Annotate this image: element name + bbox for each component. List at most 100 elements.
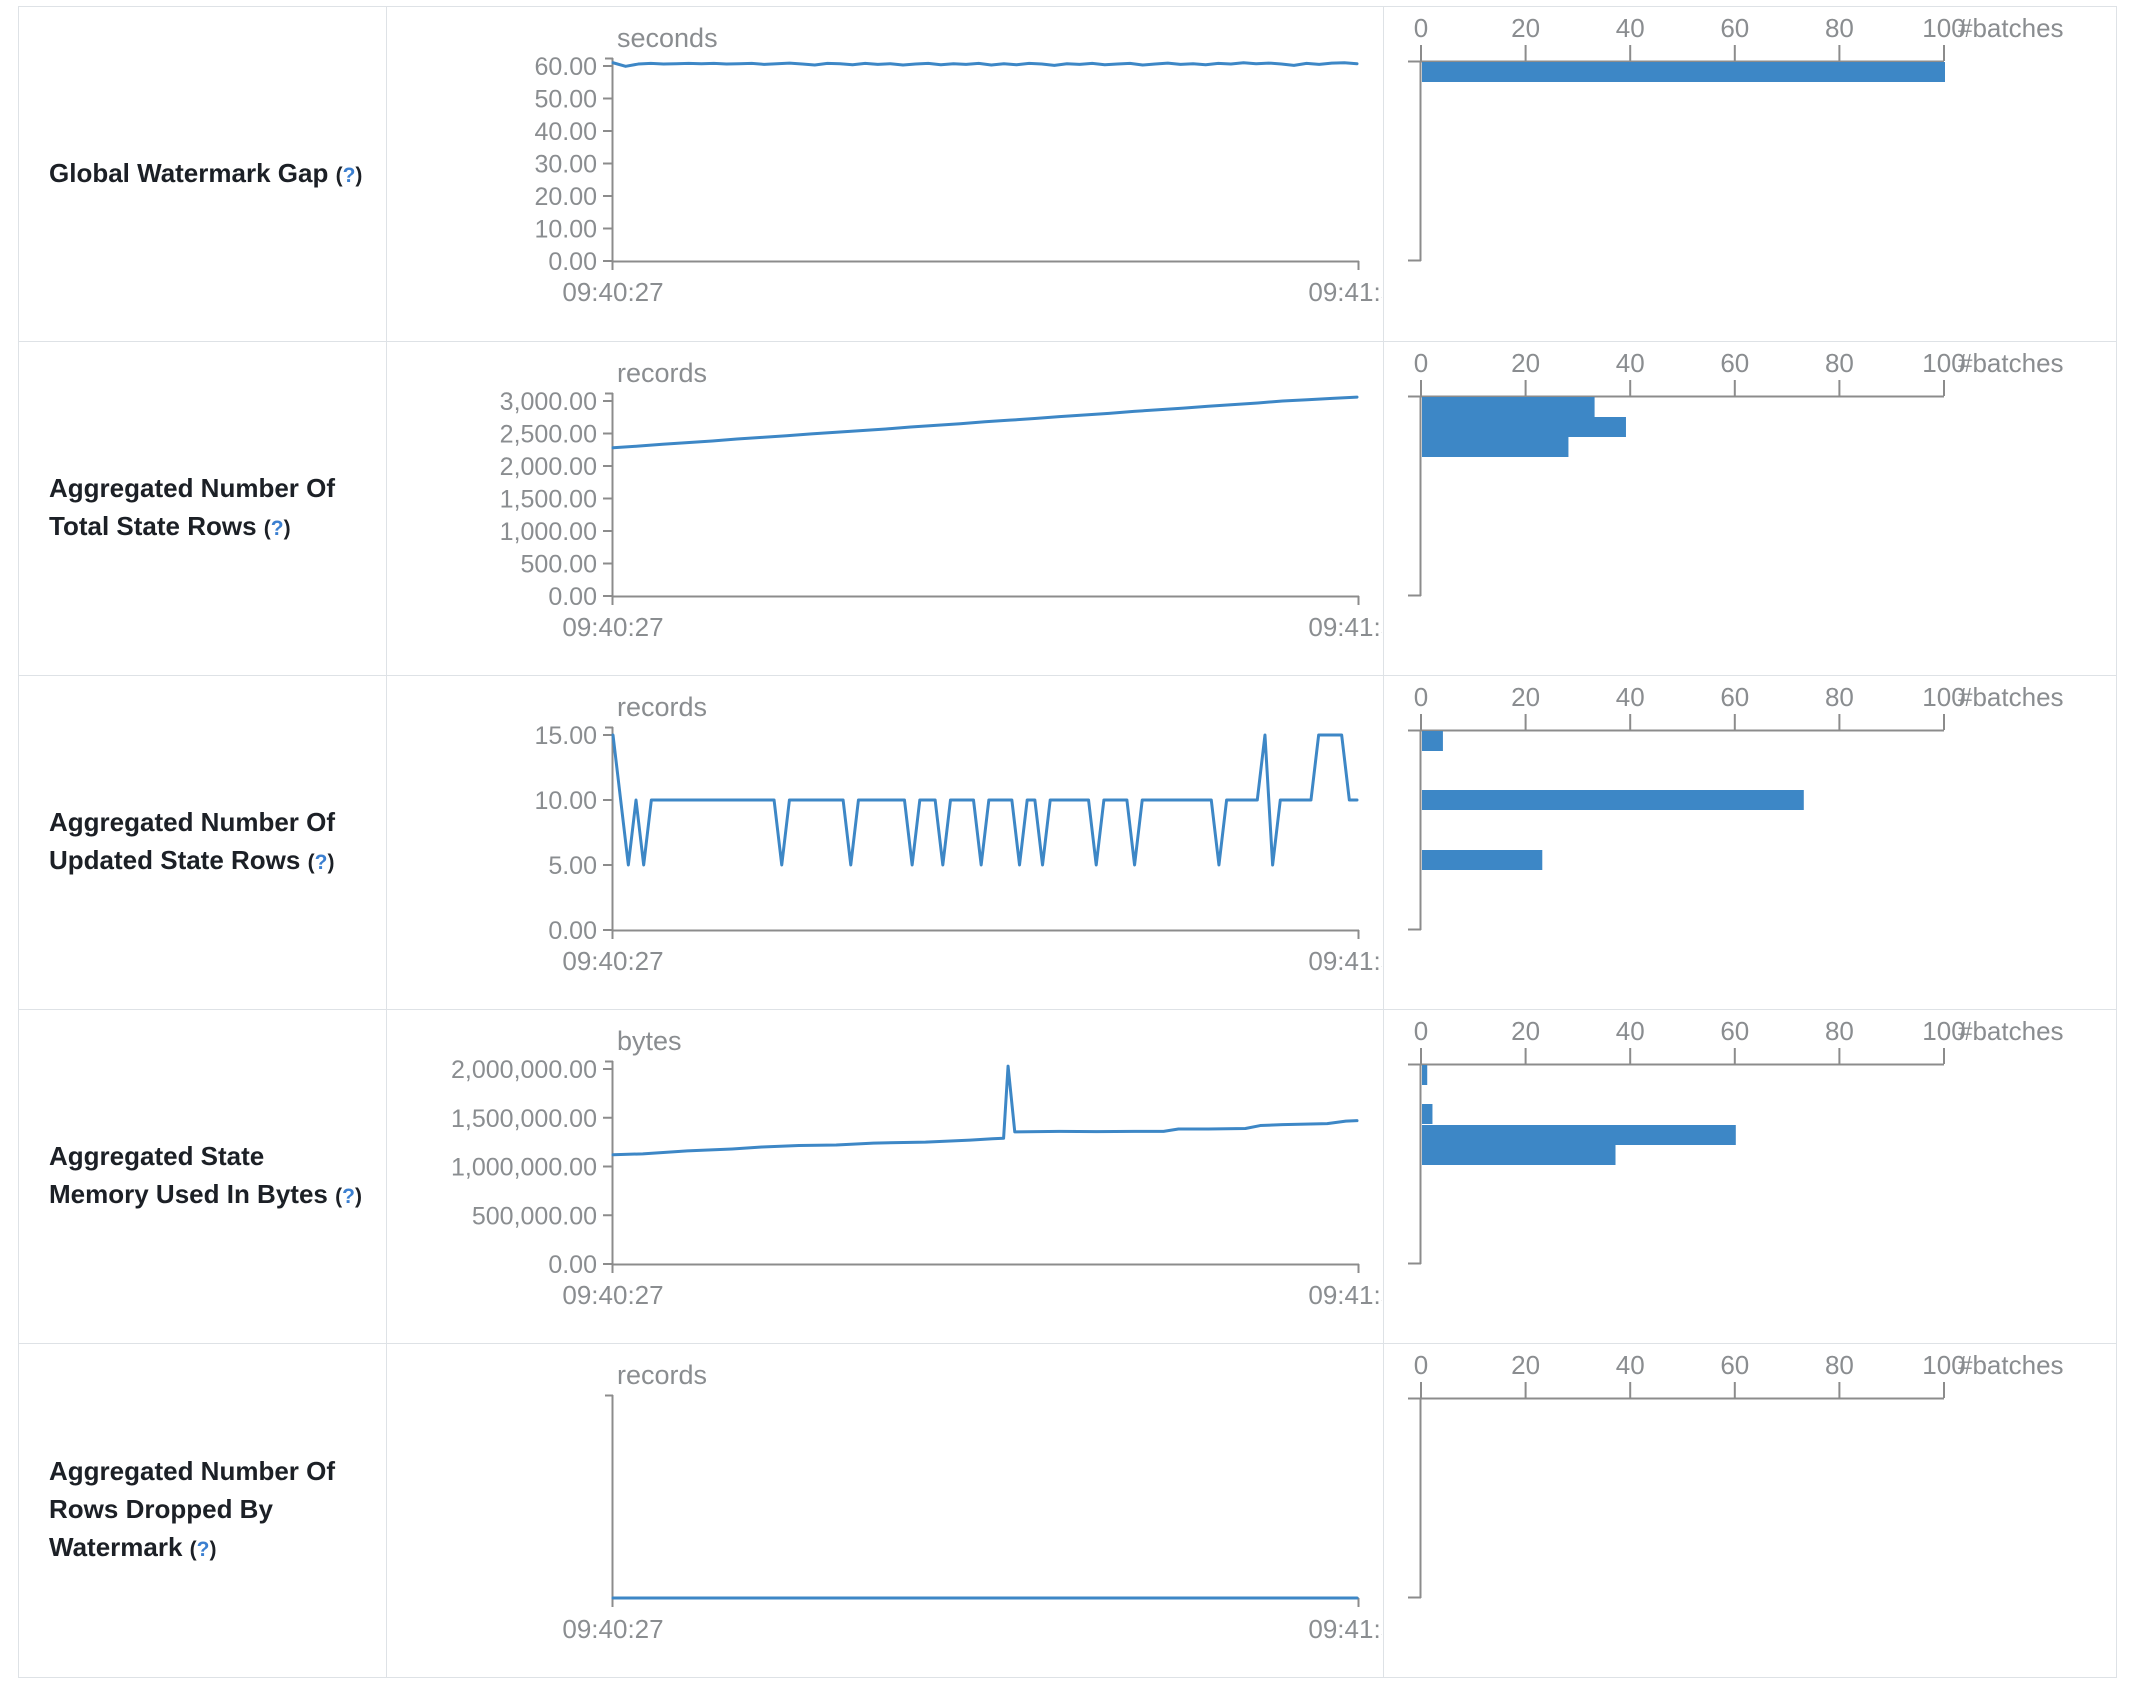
timeline-chart-cell: records 09:40:27 09:41:56 [387, 1344, 1384, 1677]
streaming-metrics-table: Global Watermark Gap (?) seconds 60.00 50.… [18, 6, 2117, 1678]
y-tick-label: 2,000,000.00 [451, 1056, 597, 1084]
help-tooltip-link[interactable]: (?) [264, 517, 291, 540]
timeline-unit-label: records [617, 692, 707, 722]
metric-row: Aggregated Number Of Total State Rows (?… [19, 341, 2116, 675]
help-tooltip-link[interactable]: (?) [336, 164, 363, 187]
hist-axis-unit-label: #batches [1958, 1350, 2064, 1380]
help-paren-open: ( [189, 1538, 197, 1561]
hist-tick-label: 60 [1720, 13, 1749, 43]
help-paren-open: ( [263, 517, 271, 540]
y-tick-label: 20.00 [534, 183, 597, 211]
help-question-icon: ? [314, 851, 328, 874]
histogram-chart-cell: 0 20 40 60 80 100 #batches [1384, 676, 2116, 1009]
hist-tick-label: 40 [1616, 1350, 1645, 1380]
y-tick-label: 40.00 [534, 118, 597, 146]
histogram-axis [1408, 1063, 1944, 1265]
hist-tick-label: 100 [1922, 1350, 1965, 1380]
histogram-chart-cell: 0 20 40 60 80 100 #batches [1384, 342, 2116, 675]
hist-bar [1422, 1145, 1616, 1165]
help-paren-open: ( [307, 851, 315, 874]
help-paren-close: ) [354, 1185, 362, 1208]
x-end-label: 09:41:56 [1308, 1614, 1382, 1644]
x-end-label: 09:41:56 [1308, 612, 1382, 642]
hist-tick-label: 20 [1511, 682, 1540, 712]
help-tooltip-link[interactable]: (?) [190, 1538, 217, 1561]
hist-tick-label: 0 [1414, 1350, 1428, 1380]
hist-tick-label: 40 [1616, 682, 1645, 712]
y-tick-label: 0.00 [548, 583, 597, 611]
y-tick-label: 60.00 [534, 53, 597, 81]
y-tick-label: 0.00 [548, 1251, 597, 1279]
histogram-axis [1408, 729, 1944, 931]
metric-label: Aggregated Number Of Total State Rows [49, 473, 336, 541]
x-start-label: 09:40:27 [562, 1614, 663, 1644]
metric-row: Aggregated State Memory Used In Bytes (?… [19, 1009, 2116, 1343]
hist-bar [1422, 397, 1595, 417]
hist-tick-label: 100 [1922, 1016, 1965, 1046]
hist-tick-label: 80 [1825, 1016, 1854, 1046]
y-tick-label: 2,000.00 [500, 453, 597, 481]
timeline-axis [605, 1060, 1360, 1273]
metric-row: Aggregated Number Of Updated State Rows … [19, 675, 2116, 1009]
help-paren-open: ( [335, 163, 343, 187]
y-tick-label: 1,500.00 [500, 486, 597, 514]
y-tick-label: 10.00 [534, 787, 597, 815]
histogram-axis [1408, 60, 1944, 262]
hist-tick-label: 20 [1511, 13, 1540, 43]
metric-label-cell: Aggregated State Memory Used In Bytes (?… [19, 1010, 387, 1343]
metric-label-cell: Aggregated Number Of Updated State Rows … [19, 676, 387, 1009]
hist-bar [1422, 417, 1626, 437]
hist-tick-label: 80 [1825, 348, 1854, 378]
timeline-series-line [611, 733, 1359, 867]
timeline-axis [605, 392, 1360, 605]
help-tooltip-link[interactable]: (?) [335, 1185, 362, 1208]
y-tick-label: 1,000.00 [500, 518, 597, 546]
timeline-line-chart: records 3,000.00 2,500.00 2,000.00 1,500.00 1… [500, 358, 1382, 642]
metric-label: Aggregated State Memory Used In Bytes [49, 1141, 328, 1209]
help-paren-close: ) [355, 163, 363, 187]
hist-bar [1422, 1104, 1433, 1124]
y-tick-label: 2,500.00 [500, 421, 597, 449]
histogram-bar-chart: 0 20 40 60 80 100#batches [1408, 1016, 2064, 1265]
y-tick-label: 5.00 [548, 852, 597, 880]
help-tooltip-link[interactable]: (?) [308, 851, 335, 874]
x-start-label: 09:40:27 [562, 612, 663, 642]
timeline-axis [605, 726, 1360, 939]
x-start-label: 09:40:27 [562, 946, 663, 976]
hist-axis-unit-label: #batches [1958, 682, 2064, 712]
metric-label: Aggregated Number Of Rows Dropped By Wat… [49, 1456, 336, 1562]
metric-label-cell: Aggregated Number Of Rows Dropped By Wat… [19, 1344, 387, 1677]
timeline-series-line [611, 395, 1359, 450]
timeline-chart-cell: bytes 2,000,000.00 1,500,000.00 1,000,000.0… [387, 1010, 1384, 1343]
hist-tick-label: 40 [1616, 13, 1645, 43]
hist-tick-label: 20 [1511, 1350, 1540, 1380]
histogram-axis [1408, 1397, 1944, 1599]
hist-bar [1422, 1065, 1428, 1085]
hist-tick-label: 20 [1511, 1016, 1540, 1046]
y-tick-label: 1,500,000.00 [451, 1105, 597, 1133]
hist-bar [1422, 850, 1543, 870]
hist-tick-label: 20 [1511, 348, 1540, 378]
hist-bar [1422, 790, 1804, 810]
metric-row: Global Watermark Gap (?) seconds 60.00 50.… [19, 7, 2116, 341]
timeline-chart-cell: records 3,000.00 2,500.00 2,000.00 1,500.00 1… [387, 342, 1384, 675]
timeline-line-chart: records 09:40:27 09:41:56 [562, 1360, 1382, 1644]
histogram-bar-chart: 0 20 40 60 80 100#batches [1408, 13, 2064, 262]
hist-tick-label: 0 [1414, 1016, 1428, 1046]
histogram-axis [1408, 395, 1944, 597]
x-start-label: 09:40:27 [562, 277, 663, 307]
help-question-icon: ? [342, 1185, 355, 1208]
hist-tick-label: 60 [1720, 682, 1749, 712]
hist-tick-label: 60 [1720, 1016, 1749, 1046]
help-paren-close: ) [209, 1538, 217, 1561]
hist-tick-label: 0 [1414, 682, 1428, 712]
y-tick-label: 500.00 [521, 551, 597, 579]
hist-tick-label: 40 [1616, 348, 1645, 378]
hist-bar [1422, 731, 1443, 751]
hist-tick-label: 80 [1825, 13, 1854, 43]
hist-tick-label: 0 [1414, 348, 1428, 378]
histogram-chart-cell: 0 20 40 60 80 100 #batches [1384, 7, 2116, 341]
timeline-series-line [611, 61, 1359, 68]
help-paren-close: ) [327, 851, 335, 874]
